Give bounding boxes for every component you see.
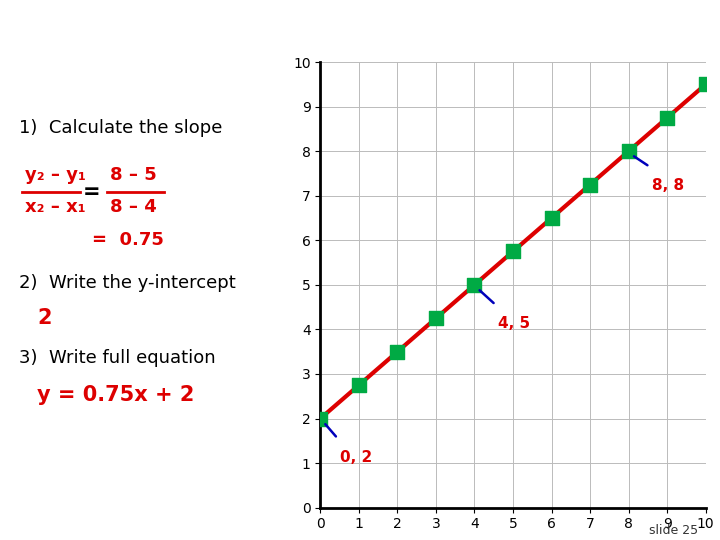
Point — [585, 180, 596, 189]
Text: y = 0.75x + 2: y = 0.75x + 2 — [37, 386, 195, 406]
Point — [469, 280, 480, 289]
Text: 2: 2 — [37, 308, 52, 328]
Point — [507, 247, 518, 256]
Text: =: = — [83, 182, 101, 202]
Text: Check for Understanding 5: Check for Understanding 5 — [150, 18, 570, 46]
Text: 8 – 5: 8 – 5 — [110, 165, 157, 184]
Text: 8 – 4: 8 – 4 — [110, 198, 157, 217]
Point — [662, 113, 673, 122]
Point — [392, 347, 403, 356]
Point — [700, 80, 711, 89]
Text: 0, 2: 0, 2 — [340, 450, 372, 465]
Point — [431, 314, 442, 322]
Text: 1)  Calculate the slope: 1) Calculate the slope — [19, 118, 222, 137]
Text: 8, 8: 8, 8 — [652, 178, 684, 193]
Point — [315, 414, 326, 423]
Point — [623, 147, 634, 156]
Text: x₂ – x₁: x₂ – x₁ — [25, 198, 86, 217]
Text: slide 25: slide 25 — [649, 524, 698, 537]
Text: 3)  Write full equation: 3) Write full equation — [19, 349, 216, 367]
Point — [353, 381, 364, 389]
Text: 4, 5: 4, 5 — [498, 316, 530, 331]
Text: 2)  Write the y-intercept: 2) Write the y-intercept — [19, 274, 236, 292]
Text: y₂ – y₁: y₂ – y₁ — [25, 165, 86, 184]
Point — [546, 214, 557, 222]
Text: =  0.75: = 0.75 — [92, 231, 163, 249]
